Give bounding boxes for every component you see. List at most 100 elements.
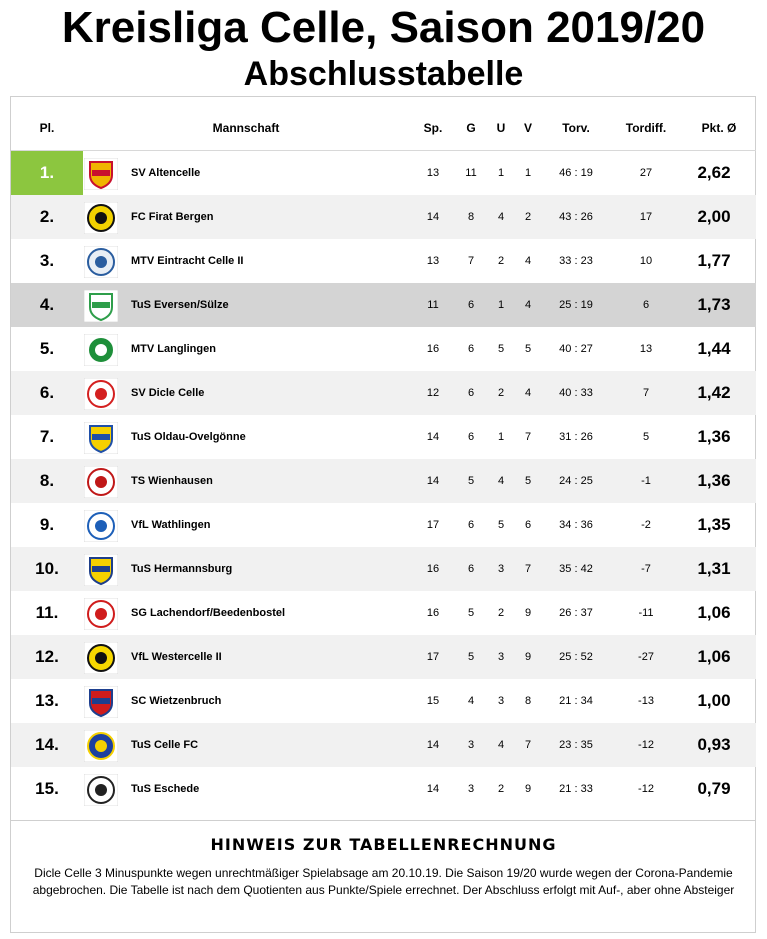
- row-torv: 35 : 42: [559, 563, 593, 575]
- vfl-westercelle-logo-icon: [84, 642, 118, 674]
- row-team-name: SC Wietzenbruch: [131, 695, 222, 707]
- table-row: 4. TuS Eversen/Sülze 11 6 1 4 25 : 19 6 1,73: [11, 283, 756, 327]
- row-torv: 43 : 26: [559, 211, 593, 223]
- row-tordiff: -13: [638, 695, 654, 707]
- row-g: 3: [467, 783, 475, 795]
- row-torv: 40 : 33: [559, 387, 593, 399]
- row-torv: 46 : 19: [559, 167, 593, 179]
- header-u: U: [496, 121, 506, 135]
- row-v: 9: [524, 783, 532, 795]
- row-sp: 14: [426, 783, 440, 795]
- row-u: 2: [497, 783, 505, 795]
- row-torv: 23 : 35: [559, 739, 593, 751]
- row-points: 0,93: [697, 735, 731, 754]
- row-points: 2,00: [697, 207, 731, 226]
- row-points: 1,42: [697, 383, 731, 402]
- row-v: 4: [524, 299, 532, 311]
- mtv-eintracht-celle-logo-icon: [84, 246, 118, 278]
- table-row: 11. SG Lachendorf/Beedenbostel 16 5 2 9 26 : 3…: [11, 591, 756, 635]
- row-tordiff: -27: [638, 651, 654, 663]
- row-sp: 17: [426, 651, 440, 663]
- row-v: 5: [524, 343, 532, 355]
- row-g: 5: [467, 475, 475, 487]
- note-text: Dicle Celle 3 Minuspunkte wegen unrechtm…: [32, 866, 735, 897]
- row-team-name: TS Wienhausen: [131, 475, 213, 487]
- row-g: 3: [467, 739, 475, 751]
- row-tordiff: -1: [641, 475, 651, 487]
- table-row: 9. VfL Wathlingen 17 6 5 6 34 : 36 -2 1,35: [11, 503, 756, 547]
- table-row: 2. FC Firat Bergen 14 8 4 2 43 : 26 17 2,00: [11, 195, 756, 239]
- row-u: 4: [497, 475, 505, 487]
- header-team: Mannschaft: [212, 121, 280, 135]
- tus-oldau-ovelgoenne-logo-icon: [84, 422, 118, 454]
- row-u: 3: [497, 695, 505, 707]
- table-row: 14. TuS Celle FC 14 3 4 7 23 : 35 -12 0,93: [11, 723, 756, 767]
- row-sp: 16: [426, 343, 440, 355]
- row-v: 8: [524, 695, 532, 707]
- row-place: 11.: [35, 603, 59, 622]
- table-row: 5. MTV Langlingen 16 6 5 5 40 : 27 13 1,44: [11, 327, 756, 371]
- table-header: Pl. Mannschaft Sp. G U V Torv. Tordiff. …: [11, 106, 756, 151]
- row-u: 2: [497, 607, 505, 619]
- row-g: 5: [467, 607, 475, 619]
- row-points: 1,36: [697, 471, 731, 490]
- table-row: 8. TS Wienhausen 14 5 4 5 24 : 25 -1 1,36: [11, 459, 756, 503]
- tus-celle-fc-logo-icon: [84, 730, 118, 762]
- table-row: 10. TuS Hermannsburg 16 6 3 7 35 : 42 -7 1,31: [11, 547, 756, 591]
- row-place: 14.: [35, 735, 59, 754]
- row-torv: 40 : 27: [559, 343, 593, 355]
- header-g: G: [466, 121, 476, 135]
- row-u: 1: [497, 431, 505, 443]
- row-team-name: SV Altencelle: [131, 167, 201, 179]
- row-tordiff: 6: [642, 299, 650, 311]
- row-points: 1,00: [697, 691, 731, 710]
- row-points: 1,77: [697, 251, 731, 270]
- row-place: 13.: [35, 691, 59, 710]
- row-place: 9.: [39, 515, 55, 534]
- row-tordiff: 27: [639, 167, 653, 179]
- row-tordiff: -7: [641, 563, 651, 575]
- row-team-name: FC Firat Bergen: [131, 211, 214, 223]
- table-row: 6. SV Dicle Celle 12 6 2 4 40 : 33 7 1,42: [11, 371, 756, 415]
- note-title: HINWEIS ZUR TABELLENRECHNUNG: [210, 835, 557, 854]
- row-place: 2.: [39, 207, 55, 226]
- row-place: 5.: [39, 339, 55, 358]
- row-v: 1: [524, 167, 532, 179]
- row-team-name: MTV Eintracht Celle II: [131, 255, 244, 267]
- row-sp: 15: [426, 695, 440, 707]
- row-torv: 25 : 52: [559, 651, 593, 663]
- row-tordiff: 5: [642, 431, 650, 443]
- row-g: 6: [467, 519, 475, 531]
- row-place: 6.: [39, 383, 55, 402]
- row-place: 15.: [35, 779, 59, 798]
- table-row: 13. SC Wietzenbruch 15 4 3 8 21 : 34 -13 1,00: [11, 679, 756, 723]
- sc-wietzenbruch-logo-icon: [84, 686, 118, 718]
- row-place: 7.: [39, 427, 55, 446]
- row-tordiff: -2: [641, 519, 651, 531]
- row-u: 5: [497, 519, 505, 531]
- row-points: 1,31: [697, 559, 731, 578]
- page-title: Kreisliga Celle, Saison 2019/20: [61, 3, 706, 52]
- row-u: 3: [497, 563, 505, 575]
- row-v: 9: [524, 607, 532, 619]
- row-sp: 12: [426, 387, 440, 399]
- row-torv: 31 : 26: [559, 431, 593, 443]
- row-g: 6: [467, 563, 475, 575]
- row-v: 4: [524, 387, 532, 399]
- row-v: 7: [524, 563, 532, 575]
- row-points: 1,06: [697, 603, 731, 622]
- row-g: 6: [467, 431, 475, 443]
- row-u: 3: [497, 651, 505, 663]
- row-sp: 13: [426, 255, 440, 267]
- row-place: 4.: [39, 295, 55, 314]
- row-points: 1,44: [697, 339, 731, 358]
- mtv-langlingen-logo-icon: [84, 334, 118, 366]
- header-torv: Torv.: [562, 121, 590, 135]
- row-place: 1.: [11, 151, 83, 195]
- tus-hermannsburg-logo-icon: [84, 554, 118, 586]
- row-team-name: TuS Oldau-Ovelgönne: [131, 431, 246, 443]
- row-v: 6: [524, 519, 532, 531]
- row-u: 2: [497, 387, 505, 399]
- row-team-name: TuS Eschede: [131, 783, 200, 795]
- row-team-name: TuS Eversen/Sülze: [131, 299, 229, 311]
